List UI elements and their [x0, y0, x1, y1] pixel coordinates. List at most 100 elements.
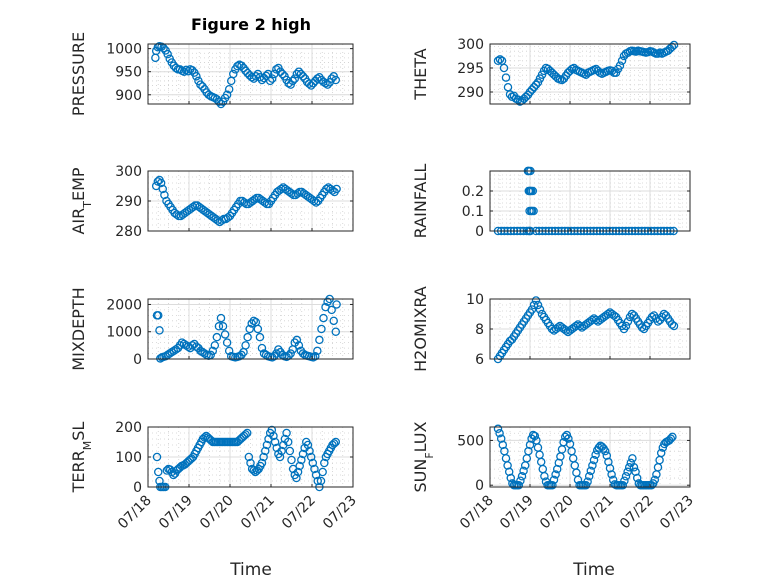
data-point: [505, 90, 515, 99]
data-point: [213, 216, 222, 225]
axes-box: [489, 170, 691, 232]
x-tick-label: 07/20: [197, 493, 237, 533]
data-point: [158, 184, 168, 194]
data-point: [298, 72, 308, 81]
data-point: [290, 74, 300, 83]
data-point: [267, 425, 277, 435]
data-point: [293, 189, 302, 198]
data-point: [530, 431, 540, 441]
data-point: [214, 97, 224, 106]
data-point: [294, 341, 304, 350]
x-tick-label: 07/21: [238, 493, 278, 533]
data-point: [272, 349, 281, 358]
data-point: [285, 446, 295, 456]
data-point: [155, 326, 164, 335]
data-point: [531, 80, 541, 90]
data-point: [318, 467, 327, 477]
data-point: [329, 316, 338, 326]
data-point: [332, 300, 341, 309]
data-point: [272, 65, 281, 74]
figure-title: Figure 2 high: [191, 15, 311, 34]
data-point: [623, 48, 633, 57]
data-point: [212, 332, 222, 342]
data-point: [551, 470, 560, 479]
x-tick-label: 07/19: [156, 493, 196, 533]
data-point: [629, 463, 639, 472]
y-tick-label: 900: [115, 88, 142, 104]
y-tick-label: 0: [133, 352, 142, 368]
data-point: [327, 305, 336, 315]
axes-box: [489, 426, 691, 488]
data-point: [287, 455, 296, 465]
plot-area: [490, 171, 690, 231]
data-point: [528, 186, 538, 196]
x-tick-label: 07/19: [497, 493, 537, 533]
data-point: [623, 317, 633, 326]
data-point: [666, 434, 676, 443]
subplot-h2omixra: 6 8 10 H2OMIXRA: [411, 286, 691, 372]
data-point: [322, 184, 331, 194]
y-axis-label: AIRTEMP: [69, 167, 94, 234]
data-point: [618, 480, 628, 490]
data-point: [669, 40, 679, 50]
data-point: [553, 323, 563, 332]
data-point: [583, 477, 592, 486]
data-point: [242, 428, 252, 438]
data-point: [277, 446, 286, 456]
data-point: [495, 55, 505, 64]
data-point: [183, 66, 193, 76]
data-point: [152, 452, 162, 462]
subplot-mixdepth: 0 1000 2000 MIXDEPTH: [69, 287, 354, 371]
data-point: [220, 330, 230, 339]
y-tick-label: 200: [115, 420, 142, 436]
subplot-theta: 290 295 300 THETA: [411, 37, 691, 106]
data-point: [224, 346, 234, 356]
data-point: [588, 461, 597, 470]
axes-box: [147, 43, 354, 105]
data-point: [284, 78, 293, 88]
x-tick-label: 07/18: [115, 493, 155, 533]
data-point: [282, 428, 291, 438]
data-point: [253, 324, 263, 334]
data-point: [265, 76, 275, 86]
data-point: [547, 324, 557, 334]
data-point: [229, 69, 238, 79]
data-point: [632, 473, 642, 483]
data-point: [286, 349, 295, 358]
data-point: [540, 472, 549, 481]
data-point: [192, 72, 201, 81]
data-point: [305, 446, 314, 456]
x-axis-label-right: Time: [572, 560, 615, 580]
data-point: [493, 56, 503, 66]
x-axis-label-left: Time: [229, 560, 272, 580]
data-point: [257, 343, 267, 353]
y-axis-label: MIXDEPTH: [69, 287, 88, 370]
axes-box: [147, 298, 354, 360]
data-point: [623, 467, 632, 477]
subplot-rainfall: 0 0.1 0.2 RAINFALL: [411, 164, 691, 240]
data-point: [224, 84, 234, 94]
data-point: [308, 458, 318, 468]
data-point: [249, 316, 259, 326]
subplot-airtemp: 280 290 300 AIRTEMP: [69, 164, 354, 240]
x-tick-label: 07/23: [320, 493, 360, 533]
data-point: [310, 464, 319, 474]
data-point: [288, 76, 297, 86]
y-tick-label: 1000: [106, 325, 142, 341]
y-axis-label: THETA: [411, 48, 430, 100]
data-point: [292, 335, 302, 345]
x-tick-label: 07/23: [657, 493, 697, 533]
data-point: [600, 446, 610, 456]
data-point: [548, 480, 557, 490]
data-point: [647, 312, 657, 322]
data-point: [591, 315, 601, 325]
data-point: [210, 341, 220, 350]
data-point: [214, 322, 224, 331]
data-point: [506, 473, 516, 483]
data-point: [317, 324, 326, 334]
data-point: [650, 475, 660, 485]
data-point: [255, 332, 265, 342]
data-point: [514, 480, 524, 490]
data-point: [332, 184, 341, 194]
